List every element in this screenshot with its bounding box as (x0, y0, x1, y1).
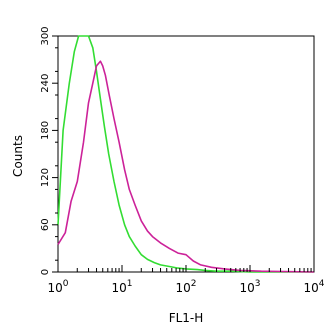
y-tick-label: 120 (40, 168, 51, 187)
x-tick-label: 101 (111, 279, 132, 295)
x-tick-label: 103 (239, 279, 260, 295)
y-tick-label: 0 (40, 269, 51, 275)
y-tick-label: 60 (40, 218, 51, 231)
x-tick-label: 104 (303, 279, 324, 295)
x-tick-label: 100 (47, 279, 68, 295)
x-axis-ticks: 100 101 102 103 104 (47, 265, 325, 295)
y-axis-ticks: 0 60 120 180 240 300 (40, 26, 58, 275)
series-layer (57, 35, 315, 273)
y-axis-label: Counts (11, 135, 25, 177)
y-tick-label: 180 (40, 121, 51, 140)
x-tick-label: 102 (175, 279, 196, 295)
series-line-1 (57, 35, 314, 273)
series-line-2 (57, 60, 315, 273)
y-tick-label: 240 (40, 74, 51, 93)
x-axis-label: FL1-H (169, 311, 204, 325)
y-tick-label: 300 (40, 26, 51, 45)
